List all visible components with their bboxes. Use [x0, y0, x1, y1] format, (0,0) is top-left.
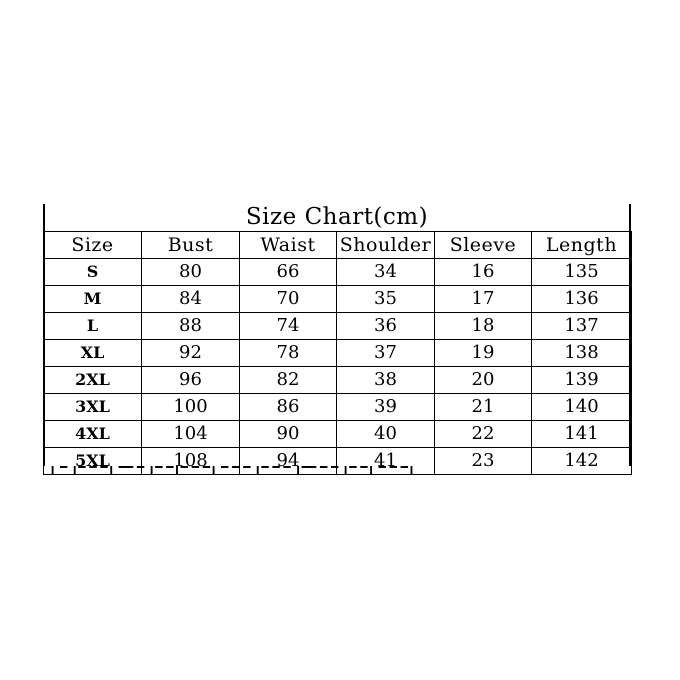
cell-waist: 74: [239, 312, 337, 340]
cell-sleeve: 18: [434, 312, 532, 340]
cell-length: 142: [531, 447, 632, 475]
cell-bust: 80: [141, 258, 240, 286]
cell-sleeve: 17: [434, 285, 532, 313]
cell-bust: 84: [141, 285, 240, 313]
size-table: Size Bust Waist Shoulder Sleeve Length S…: [43, 231, 632, 475]
cell-size: XL: [43, 339, 142, 367]
size-chart: Size Chart(cm) Size Bust Waist Shoulder …: [43, 204, 632, 475]
cell-bust: 108: [141, 447, 240, 475]
cell-sleeve: 19: [434, 339, 532, 367]
cropped-note-fragment: ┃ ━ ┃━ ━ ━┃ ━━ ━ ┃━ ━┃━ ━ ━┃ ━ ━ ━ ┃━ ━ …: [49, 466, 416, 474]
cell-size: 2XL: [43, 366, 142, 394]
header-size: Size: [43, 231, 142, 259]
header-waist: Waist: [239, 231, 337, 259]
cell-shoulder: 39: [336, 393, 435, 421]
table-row: S 80 66 34 16 135: [43, 258, 632, 286]
cell-sleeve: 20: [434, 366, 532, 394]
table-row: XL 92 78 37 19 138: [43, 339, 632, 367]
cell-size: M: [43, 285, 142, 313]
header-bust: Bust: [141, 231, 240, 259]
cell-size: 5XL: [43, 447, 142, 475]
cell-bust: 104: [141, 420, 240, 448]
header-row: Size Bust Waist Shoulder Sleeve Length: [43, 231, 632, 259]
cell-length: 135: [531, 258, 632, 286]
cell-size: 3XL: [43, 393, 142, 421]
cell-sleeve: 22: [434, 420, 532, 448]
cell-shoulder: 34: [336, 258, 435, 286]
header-length: Length: [531, 231, 632, 259]
cell-bust: 100: [141, 393, 240, 421]
cell-waist: 86: [239, 393, 337, 421]
chart-title: Size Chart(cm): [245, 204, 429, 230]
table-row: 2XL 96 82 38 20 139: [43, 366, 632, 394]
cell-length: 141: [531, 420, 632, 448]
table-row: 4XL 104 90 40 22 141: [43, 420, 632, 448]
header-shoulder: Shoulder: [336, 231, 435, 259]
cell-shoulder: 38: [336, 366, 435, 394]
cell-length: 137: [531, 312, 632, 340]
cell-sleeve: 21: [434, 393, 532, 421]
cell-waist: 66: [239, 258, 337, 286]
cell-bust: 92: [141, 339, 240, 367]
table-body: S 80 66 34 16 135 M 84 70 35 17 136 L 88 74 36 18 137 XL 92…: [43, 258, 632, 475]
cell-waist: 78: [239, 339, 337, 367]
cell-shoulder: 37: [336, 339, 435, 367]
cell-waist: 90: [239, 420, 337, 448]
table-row: 3XL 100 86 39 21 140: [43, 393, 632, 421]
cell-bust: 96: [141, 366, 240, 394]
cell-length: 140: [531, 393, 632, 421]
table-row: 5XL 108 94 41 23 142: [43, 447, 632, 475]
cell-size: S: [43, 258, 142, 286]
cropped-note-strip: ┃ ━ ┃━ ━ ━┃ ━━ ━ ┃━ ━┃━ ━ ━┃ ━ ━ ━ ┃━ ━ …: [43, 466, 638, 474]
cell-waist: 82: [239, 366, 337, 394]
cell-size: 4XL: [43, 420, 142, 448]
cell-waist: 70: [239, 285, 337, 313]
cell-length: 138: [531, 339, 632, 367]
cell-length: 136: [531, 285, 632, 313]
cell-shoulder: 35: [336, 285, 435, 313]
cell-bust: 88: [141, 312, 240, 340]
header-sleeve: Sleeve: [434, 231, 532, 259]
cell-shoulder: 40: [336, 420, 435, 448]
table-row: M 84 70 35 17 136: [43, 285, 632, 313]
cell-waist: 94: [239, 447, 337, 475]
cell-sleeve: 16: [434, 258, 532, 286]
cell-size: L: [43, 312, 142, 340]
cell-sleeve: 23: [434, 447, 532, 475]
cell-shoulder: 41: [336, 447, 435, 475]
cell-shoulder: 36: [336, 312, 435, 340]
cell-length: 139: [531, 366, 632, 394]
table-row: L 88 74 36 18 137: [43, 312, 632, 340]
